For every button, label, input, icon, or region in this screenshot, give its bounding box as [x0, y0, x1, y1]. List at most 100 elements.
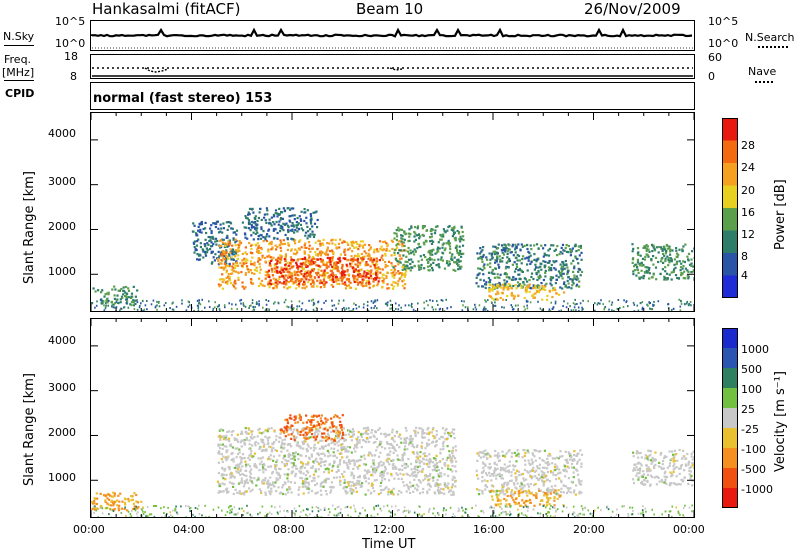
heatmap-cell — [572, 466, 575, 469]
heatmap-cell — [553, 287, 556, 290]
heatmap-cell — [293, 458, 296, 461]
heatmap-cell — [307, 230, 310, 233]
heatmap-cell — [224, 244, 227, 247]
heatmap-cell — [333, 460, 336, 463]
heatmap-cell — [529, 254, 532, 257]
heatmap-cell — [451, 478, 454, 481]
heatmap-cell — [257, 251, 260, 254]
heatmap-cell — [431, 266, 434, 270]
heatmap-cell — [218, 308, 221, 311]
heatmap-cell — [419, 455, 422, 458]
heatmap-cell — [285, 463, 288, 466]
heatmap-cell — [569, 491, 572, 494]
heatmap-cell — [414, 474, 417, 477]
heatmap-cell — [292, 225, 295, 228]
heatmap-cell — [285, 268, 288, 271]
heatmap-cell — [298, 215, 301, 218]
heatmap-cell — [305, 222, 308, 225]
heatmap-cell — [371, 482, 374, 485]
heatmap-cell — [403, 484, 406, 487]
heatmap-cell — [439, 483, 442, 486]
heatmap-cell — [231, 446, 234, 449]
heatmap-cell — [413, 240, 416, 243]
heatmap-cell — [498, 276, 501, 279]
heatmap-cell — [686, 269, 689, 272]
heatmap-cell — [298, 300, 301, 303]
heatmap-cell — [346, 268, 349, 271]
heatmap-cell — [488, 289, 492, 292]
heatmap-cell — [264, 219, 267, 222]
heatmap-cell — [523, 305, 525, 308]
heatmap-cell — [359, 261, 362, 264]
heatmap-cell — [305, 414, 308, 417]
heatmap-cell — [380, 470, 384, 474]
heatmap-cell — [267, 427, 271, 430]
nave-label: Nave — [748, 65, 777, 78]
heatmap-cell — [253, 452, 256, 455]
heatmap-cell — [416, 455, 419, 458]
heatmap-cell — [255, 466, 258, 469]
heatmap-cell — [95, 502, 98, 506]
heatmap-cell — [482, 450, 485, 453]
heatmap-cell — [125, 298, 127, 301]
heatmap-cell — [478, 451, 481, 454]
heatmap-cell — [244, 260, 247, 263]
heatmap-cell — [653, 300, 655, 303]
heatmap-cell — [509, 286, 512, 289]
heatmap-cell — [319, 417, 322, 420]
heatmap-cell — [223, 469, 226, 472]
heatmap-cell — [288, 452, 291, 455]
heatmap-cell — [426, 428, 429, 431]
heatmap-cell — [570, 466, 573, 469]
heatmap-cell — [274, 465, 277, 468]
heatmap-cell — [493, 276, 496, 279]
heatmap-cell — [539, 307, 542, 310]
heatmap-cell — [231, 265, 234, 268]
heatmap-cell — [210, 231, 213, 235]
heatmap-cell — [451, 235, 454, 238]
heatmap-cell — [570, 462, 574, 465]
heatmap-cell — [375, 479, 378, 482]
heatmap-cell — [352, 256, 355, 260]
heatmap-cell — [337, 302, 340, 305]
heatmap-cell — [448, 251, 452, 254]
heatmap-cell — [477, 285, 480, 288]
heatmap-cell — [351, 481, 354, 484]
heatmap-cell — [501, 485, 504, 489]
heatmap-cell — [575, 283, 579, 286]
heatmap-cell — [272, 459, 275, 462]
heatmap-cell — [230, 258, 233, 261]
heatmap-cell — [248, 207, 252, 210]
heatmap-cell — [378, 427, 381, 430]
heatmap-cell — [219, 438, 222, 441]
heatmap-cell — [96, 497, 99, 500]
heatmap-cell — [450, 493, 453, 496]
heatmap-cell — [265, 308, 267, 311]
heatmap-cell — [263, 479, 266, 482]
heatmap-cell — [321, 432, 324, 435]
heatmap-cell — [436, 478, 439, 482]
heatmap-cell — [274, 449, 277, 452]
heatmap-cell — [415, 474, 418, 477]
heatmap-cell — [663, 254, 666, 257]
heatmap-cell — [274, 481, 277, 484]
heatmap-cell — [549, 267, 552, 270]
heatmap-cell — [260, 438, 263, 441]
heatmap-cell — [328, 435, 331, 438]
heatmap-cell — [303, 466, 306, 469]
heatmap-cell — [221, 231, 224, 234]
heatmap-cell — [647, 248, 650, 251]
heatmap-cell — [547, 269, 551, 272]
heatmap-cell — [316, 420, 319, 423]
heatmap-cell — [217, 491, 220, 494]
heatmap-cell — [648, 266, 651, 270]
heatmap-cell — [374, 305, 376, 308]
heatmap-cell — [227, 221, 230, 224]
heatmap-cell — [434, 229, 437, 232]
heatmap-cell — [279, 239, 282, 242]
heatmap-cell — [256, 248, 259, 251]
heatmap-cell — [346, 466, 349, 469]
heatmap-cell — [262, 236, 265, 239]
heatmap-cell — [197, 238, 200, 241]
heatmap-cell — [542, 255, 545, 258]
